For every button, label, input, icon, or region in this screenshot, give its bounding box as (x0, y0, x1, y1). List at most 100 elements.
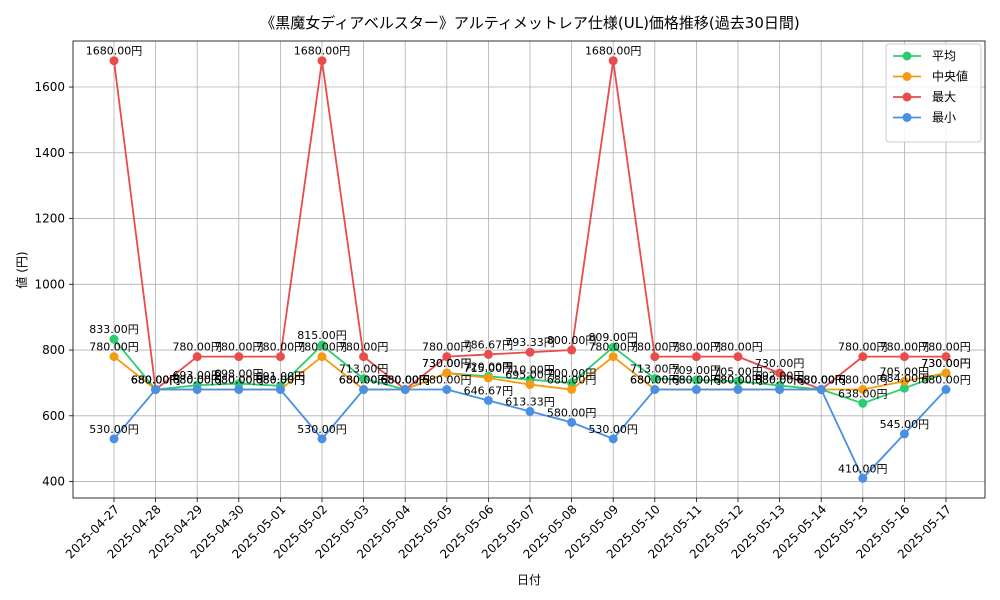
data-label: 680.00円 (380, 374, 430, 387)
x-axis-ticks: 2025-04-272025-04-282025-04-292025-04-30… (63, 498, 954, 561)
data-label: 691.00円 (256, 370, 306, 383)
data-point (608, 342, 618, 352)
data-point (109, 56, 119, 66)
data-label: 680.00円 (380, 374, 430, 387)
data-label: 780.00円 (422, 341, 472, 354)
data-label: 680.00円 (796, 374, 846, 387)
data-point (317, 352, 327, 362)
data-label: 530.00円 (297, 423, 347, 436)
data-label: 720.00円 (464, 360, 514, 373)
data-point (691, 375, 701, 385)
data-point (359, 352, 369, 362)
data-label: 692.00円 (755, 370, 805, 383)
data-label: 780.00円 (880, 341, 930, 354)
legend-marker (902, 72, 912, 81)
data-point (234, 385, 244, 395)
grid (73, 41, 985, 498)
data-label: 730.00円 (422, 357, 472, 370)
data-label: 680.00円 (796, 374, 846, 387)
y-axis-ticks: 400 600 800 1000 1200 1400 1600 (34, 80, 73, 489)
data-label: 709.00円 (672, 364, 722, 377)
y-tick-label: 800 (42, 343, 65, 357)
y-tick-label: 600 (42, 409, 65, 423)
data-label: 680.00円 (713, 374, 763, 387)
data-label: 680.00円 (172, 374, 222, 387)
data-label: 730.00円 (921, 357, 971, 370)
data-point (899, 376, 909, 386)
data-point (691, 385, 701, 395)
data-label: 680.00円 (131, 374, 181, 387)
data-label: 680.00円 (755, 374, 805, 387)
data-point (899, 352, 909, 362)
data-label: 680.00円 (256, 374, 306, 387)
plot-frame (72, 40, 986, 499)
data-label: 730.00円 (921, 357, 971, 370)
y-axis-label: 値 (円) (14, 251, 29, 288)
data-point (234, 352, 244, 362)
data-point (483, 349, 493, 359)
data-point (359, 374, 369, 384)
data-label: 680.00円 (256, 374, 306, 387)
data-point (483, 373, 493, 383)
data-point (858, 385, 868, 395)
data-label: 680.00円 (796, 374, 846, 387)
data-point (317, 340, 327, 350)
data-point (567, 417, 577, 427)
data-point (567, 345, 577, 355)
data-point (525, 380, 535, 390)
data-point (483, 395, 493, 405)
data-label: 680.00円 (713, 374, 763, 387)
legend-marker (902, 113, 912, 122)
data-point (275, 352, 285, 362)
data-label: 680.00円 (380, 374, 430, 387)
data-label: 646.67円 (464, 384, 514, 397)
data-label: 680.00円 (838, 374, 888, 387)
series-lines (109, 56, 951, 483)
data-point (567, 385, 577, 395)
data-label: 730.00円 (755, 357, 805, 370)
data-label: 680.00円 (131, 374, 181, 387)
y-tick-label: 1200 (34, 212, 65, 226)
y-tick-label: 1600 (34, 80, 65, 94)
data-point (400, 385, 410, 395)
data-label: 786.67円 (464, 338, 514, 351)
legend-label: 最小 (932, 111, 956, 125)
data-point (151, 385, 161, 395)
data-point (691, 352, 701, 362)
data-label: 780.00円 (172, 341, 222, 354)
data-label: 833.00円 (89, 323, 139, 336)
data-label: 638.00円 (838, 387, 888, 400)
data-label: 780.00円 (672, 341, 722, 354)
data-point (733, 385, 743, 395)
data-point (775, 368, 785, 378)
data-point (192, 385, 202, 395)
legend-marker (902, 92, 912, 102)
chart-title: 《黒魔女ディアベルスター》アルティメットレア仕様(UL)価格推移(過去30日間) (260, 14, 799, 32)
data-label: 780.00円 (713, 341, 763, 354)
data-label: 693.00円 (172, 369, 222, 382)
data-label: 780.00円 (588, 341, 638, 354)
data-label: 695.00円 (505, 369, 555, 382)
data-label: 580.00円 (547, 406, 597, 419)
data-label: 780.00円 (838, 341, 888, 354)
data-point (109, 334, 119, 344)
data-point (941, 385, 951, 395)
data-label: 680.00円 (630, 374, 680, 387)
data-label: 530.00円 (588, 423, 638, 436)
data-point (775, 385, 785, 395)
data-label: 1680.00円 (86, 45, 143, 58)
data-label: 680.00円 (755, 374, 805, 387)
data-label: 780.00円 (339, 341, 389, 354)
y-tick-label: 1000 (34, 277, 65, 291)
data-point (567, 378, 577, 388)
data-label: 530.00円 (89, 423, 139, 436)
data-point (317, 56, 327, 66)
data-label: 680.00円 (422, 374, 472, 387)
data-label: 680.00円 (921, 374, 971, 387)
data-label: 613.33円 (505, 395, 555, 408)
data-point (317, 434, 327, 444)
data-label: 713.00円 (630, 363, 680, 376)
